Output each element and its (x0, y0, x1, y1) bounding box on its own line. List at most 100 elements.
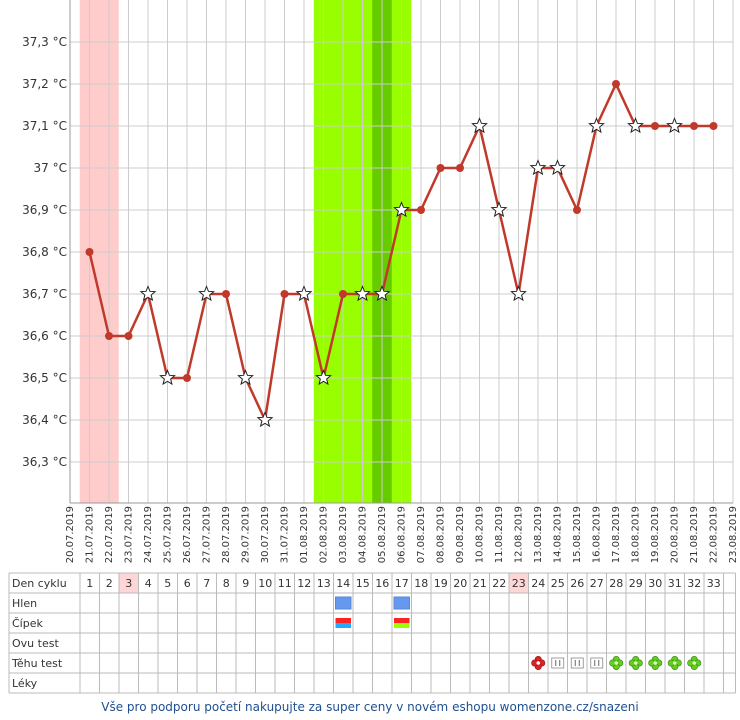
cycle-day-number: 8 (223, 577, 230, 590)
x-tick-label: 16.08.2019 (592, 506, 603, 563)
temperature-star-point (315, 369, 332, 386)
x-tick-label: 21.07.2019 (85, 506, 96, 563)
petal-center (633, 661, 638, 665)
temperature-point (222, 290, 230, 298)
temperature-star-point (256, 411, 274, 428)
cycle-day-number: 12 (297, 577, 311, 590)
temperature-point (612, 80, 620, 88)
petal-center (614, 661, 619, 665)
cycle-day-number: 32 (687, 577, 701, 590)
cycle-table: Den cyklu Hlen Čípek Ovu test Těhu test Léky 1… (8, 572, 736, 694)
temperature-star-point (373, 285, 391, 302)
bbt-chart: 36,3 °C 36,4 °C 36,5 °C 36,6 °C 36,7 °C 36,8 … (8, 0, 739, 694)
cycle-day-number: 33 (707, 577, 721, 590)
eshop-link[interactable]: Vše pro podporu početí nakupujte za supe… (101, 700, 639, 714)
temperature-point (339, 290, 347, 298)
cycle-day-number: 27 (590, 577, 604, 590)
x-tick-label: 20.07.2019 (65, 506, 76, 563)
test-strip (570, 657, 584, 669)
table-row-label: Den cyklu (12, 577, 67, 590)
x-tick-label: 14.08.2019 (553, 506, 564, 563)
temperature-star-point (510, 285, 527, 302)
x-tick-label: 22.08.2019 (709, 506, 720, 563)
y-tick-label: 36,3 °C (22, 455, 67, 469)
green-clover-icon (667, 655, 682, 670)
x-tick-label: 04.08.2019 (358, 506, 369, 563)
x-tick-label: 29.07.2019 (241, 506, 252, 563)
temperature-point (573, 206, 581, 214)
y-tick-label: 37,1 °C (22, 119, 67, 133)
cycle-day-number: 3 (125, 577, 132, 590)
temperature-star-point (354, 285, 371, 302)
cycle-day-number: 26 (570, 577, 584, 590)
temperature-star-point (529, 159, 547, 176)
cycle-day-number: 25 (551, 577, 565, 590)
x-tick-label: 11.08.2019 (494, 506, 505, 563)
cycle-day-number: 14 (336, 577, 350, 590)
x-tick-label: 05.08.2019 (377, 506, 388, 563)
x-tick-label: 28.07.2019 (221, 506, 232, 563)
temperature-point (709, 122, 718, 130)
cycle-day-number: 15 (356, 577, 370, 590)
cipek-mark-bottom (335, 623, 351, 628)
temperature-star-point (198, 285, 215, 302)
cycle-day-number: 7 (203, 577, 210, 590)
x-tick-label: 27.07.2019 (202, 506, 213, 563)
cycle-day-number: 9 (242, 577, 249, 590)
red-flower-icon (531, 655, 546, 670)
x-tick-label: 08.08.2019 (436, 506, 447, 563)
x-tick-label: 17.08.2019 (611, 506, 622, 563)
petal-center (536, 661, 541, 665)
cycle-day-number: 28 (609, 577, 623, 590)
x-tick-label: 15.08.2019 (572, 506, 583, 563)
y-tick-label: 36,4 °C (22, 413, 67, 427)
temperature-point (105, 332, 113, 340)
petal-center (692, 661, 697, 665)
temperature-point (456, 164, 464, 172)
y-tick-label: 37,3 °C (22, 35, 67, 49)
temperature-series (85, 80, 718, 428)
y-tick-label: 37 °C (34, 161, 67, 175)
cycle-day-number: 10 (258, 577, 272, 590)
cycle-day-number: 13 (317, 577, 331, 590)
temperature-point (690, 122, 698, 130)
green-clover-icon (628, 655, 643, 670)
highlighted-day-cell (509, 573, 529, 593)
x-tick-label: 26.07.2019 (182, 506, 193, 563)
x-tick-label: 23.07.2019 (124, 506, 135, 563)
faint-lines-icon (590, 657, 604, 669)
y-tick-label: 36,8 °C (22, 245, 67, 259)
cycle-day-number: 4 (145, 577, 152, 590)
footer: Vše pro podporu početí nakupujte za supe… (0, 700, 740, 714)
green-clover-icon (687, 655, 702, 670)
cycle-day-number: 17 (395, 577, 409, 590)
x-tick-label: 10.08.2019 (475, 506, 486, 563)
x-tick-label: 31.07.2019 (280, 506, 291, 563)
y-axis: 36,3 °C 36,4 °C 36,5 °C 36,6 °C 36,7 °C 36,8 … (22, 35, 67, 469)
temperature-star-point (588, 117, 605, 134)
x-tick-label: 22.07.2019 (104, 506, 115, 563)
temperature-star-point (237, 369, 254, 386)
temperature-point (436, 164, 445, 172)
cycle-day-number: 18 (414, 577, 428, 590)
table-row-label: Čípek (12, 617, 43, 630)
temperature-point (280, 290, 289, 298)
test-strip (551, 657, 565, 669)
cycle-day-number: 1 (86, 577, 93, 590)
temperature-star-point (393, 201, 410, 218)
y-tick-label: 37,2 °C (22, 77, 67, 91)
temperature-star-point (471, 117, 488, 134)
cycle-day-number: 30 (648, 577, 662, 590)
petal-center (672, 661, 677, 665)
chart-grid (69, 0, 734, 504)
cycle-day-number: 16 (375, 577, 389, 590)
temperature-star-point (666, 117, 683, 134)
temperature-star-point (139, 285, 157, 302)
table-row-label: Těhu test (11, 657, 63, 670)
y-tick-label: 36,7 °C (22, 287, 67, 301)
cycle-day-number: 19 (434, 577, 448, 590)
y-tick-label: 36,9 °C (22, 203, 67, 217)
temperature-point (417, 206, 425, 214)
temperature-star-point (627, 117, 644, 134)
temperature-point (124, 332, 133, 340)
